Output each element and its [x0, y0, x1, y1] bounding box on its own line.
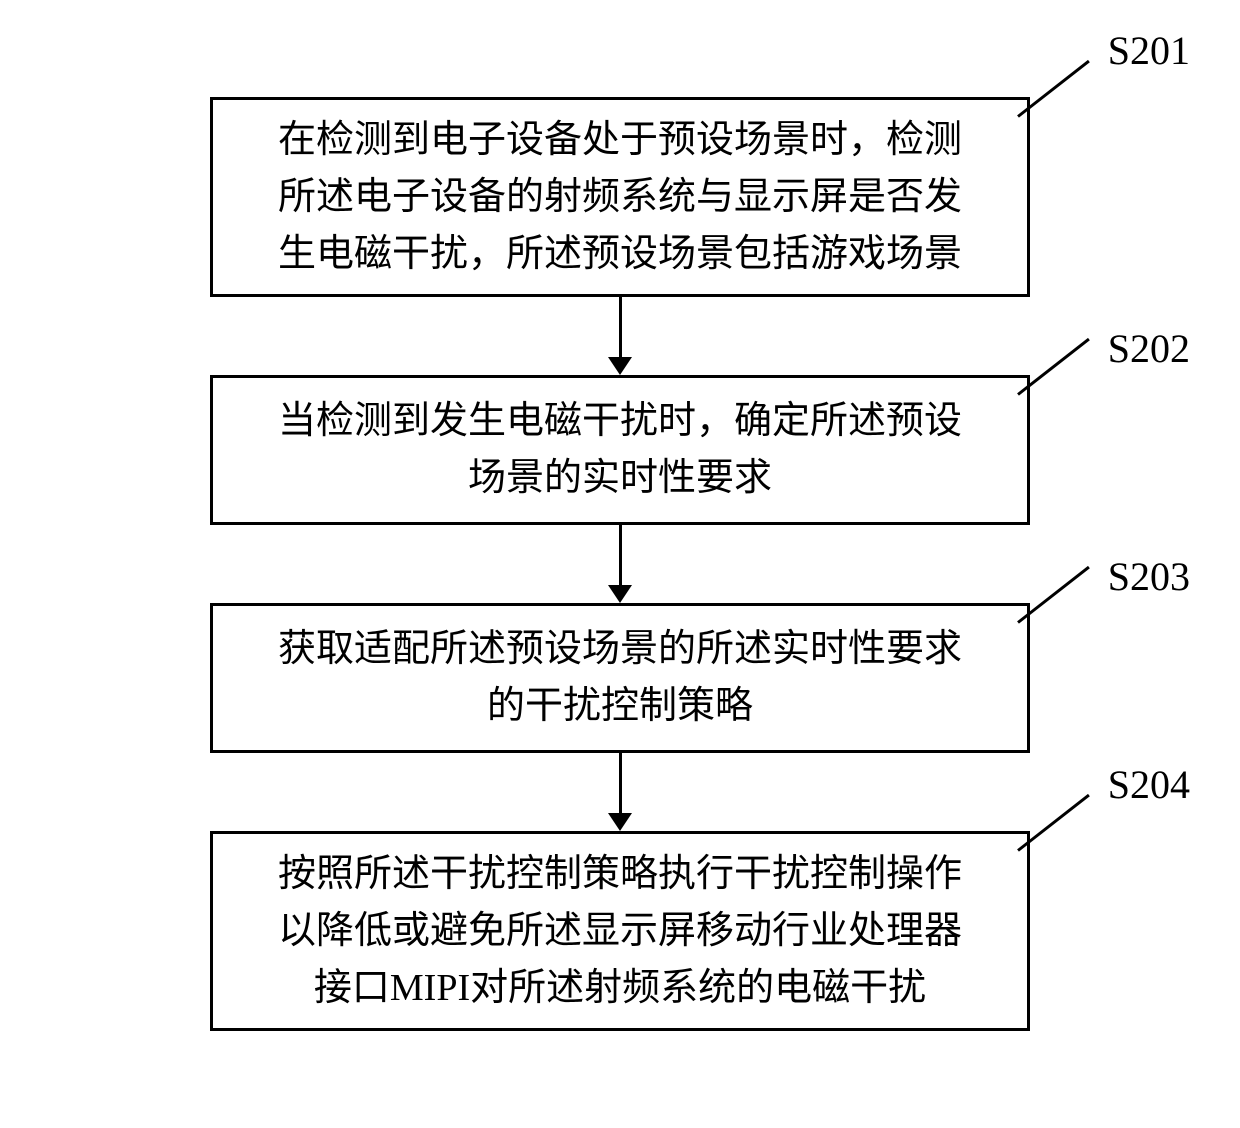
- step-label-s202: S202: [1108, 325, 1190, 372]
- label-connector-line: [1017, 60, 1090, 118]
- step-box-s204: 按照所述干扰控制策略执行干扰控制操作 以降低或避免所述显示屏移动行业处理器 接口…: [210, 831, 1030, 1031]
- arrow-line: [619, 297, 622, 357]
- arrow-line: [619, 525, 622, 585]
- step-label-s201: S201: [1108, 27, 1190, 74]
- arrow-head-icon: [608, 357, 632, 375]
- step-box-s201: 在检测到电子设备处于预设场景时，检测 所述电子设备的射频系统与显示屏是否发 生电…: [210, 97, 1030, 297]
- label-connector-line: [1017, 566, 1090, 624]
- step-text: 在检测到电子设备处于预设场景时，检测 所述电子设备的射频系统与显示屏是否发 生电…: [278, 112, 962, 283]
- arrow-down: [608, 753, 632, 831]
- step-box-s203: 获取适配所述预设场景的所述实时性要求 的干扰控制策略: [210, 603, 1030, 753]
- flowchart-container: 在检测到电子设备处于预设场景时，检测 所述电子设备的射频系统与显示屏是否发 生电…: [190, 77, 1050, 1051]
- arrow-head-icon: [608, 585, 632, 603]
- label-connector-line: [1017, 794, 1090, 852]
- step-row-s201: 在检测到电子设备处于预设场景时，检测 所述电子设备的射频系统与显示屏是否发 生电…: [210, 97, 1030, 297]
- step-text: 按照所述干扰控制策略执行干扰控制操作 以降低或避免所述显示屏移动行业处理器 接口…: [278, 846, 962, 1017]
- step-text: 获取适配所述预设场景的所述实时性要求 的干扰控制策略: [278, 621, 962, 735]
- step-row-s203: 获取适配所述预设场景的所述实时性要求 的干扰控制策略S203: [210, 603, 1030, 753]
- arrow-head-icon: [608, 813, 632, 831]
- label-connector-line: [1017, 338, 1090, 396]
- step-text: 当检测到发生电磁干扰时，确定所述预设 场景的实时性要求: [278, 393, 962, 507]
- step-row-s202: 当检测到发生电磁干扰时，确定所述预设 场景的实时性要求S202: [210, 375, 1030, 525]
- step-box-s202: 当检测到发生电磁干扰时，确定所述预设 场景的实时性要求: [210, 375, 1030, 525]
- step-label-s203: S203: [1108, 553, 1190, 600]
- step-row-s204: 按照所述干扰控制策略执行干扰控制操作 以降低或避免所述显示屏移动行业处理器 接口…: [210, 831, 1030, 1031]
- step-label-s204: S204: [1108, 761, 1190, 808]
- arrow-down: [608, 297, 632, 375]
- arrow-down: [608, 525, 632, 603]
- arrow-line: [619, 753, 622, 813]
